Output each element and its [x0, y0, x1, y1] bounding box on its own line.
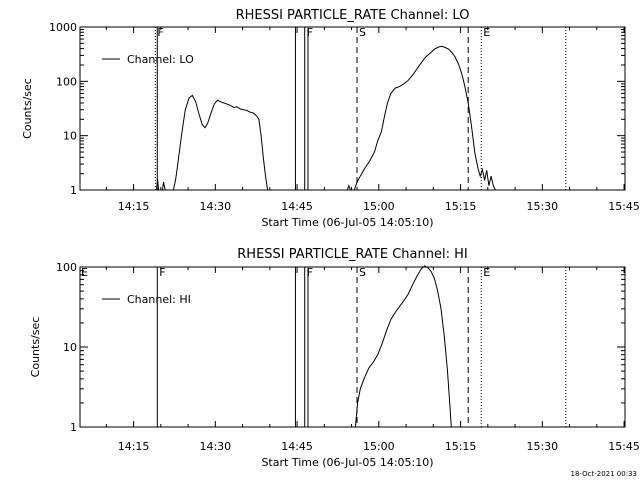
- x-tick-label: 15:30: [526, 440, 558, 453]
- x-tick-label: 15:30: [526, 200, 558, 213]
- series-line: [346, 45, 496, 191]
- plot-frame: [79, 266, 626, 428]
- y-tick-label: 100: [56, 261, 77, 274]
- y-tick-label: 10: [63, 341, 77, 354]
- marker-label: F: [157, 26, 163, 39]
- x-tick-label: 14:30: [199, 440, 231, 453]
- y-tick-label: 1000: [49, 21, 77, 34]
- chart-title: RHESSI PARTICLE_RATE Channel: HI: [237, 247, 467, 262]
- marker-label: E: [483, 26, 490, 39]
- x-tick-label: 15:15: [445, 200, 477, 213]
- x-tick-label: 15:15: [445, 440, 477, 453]
- y-tick-label: 100: [56, 75, 77, 88]
- y-tick-label: 1: [70, 421, 77, 434]
- marker-label: S: [359, 26, 366, 39]
- x-tick-label: 14:45: [281, 440, 313, 453]
- y-axis-label: Counts/sec: [21, 78, 34, 139]
- legend-label: Channel: LO: [127, 53, 194, 66]
- footer-timestamp: 18-Oct-2021 00:33: [571, 470, 637, 478]
- x-tick-label: 15:00: [363, 440, 395, 453]
- marker-label: E: [81, 266, 88, 279]
- marker-label: F: [307, 266, 313, 279]
- marker-label: F: [159, 266, 165, 279]
- y-tick-label: 1: [70, 184, 77, 197]
- x-tick-label: 14:15: [118, 440, 150, 453]
- x-tick-label: 15:00: [363, 200, 395, 213]
- series-line: [354, 265, 452, 428]
- hi-channel-panel: RHESSI PARTICLE_RATE Channel: HI Counts/s…: [29, 247, 640, 469]
- y-axis-label: Counts/sec: [29, 317, 42, 378]
- x-tick-label: 14:15: [118, 200, 150, 213]
- series-line: [156, 94, 269, 191]
- legend-label: Channel: HI: [127, 293, 191, 306]
- marker-label: E: [483, 266, 490, 279]
- marker-label: F: [307, 26, 313, 39]
- x-axis-label: Start Time (06-Jul-05 14:05:10): [261, 216, 433, 229]
- plot-frame: [79, 26, 626, 191]
- chart-title: RHESSI PARTICLE_RATE Channel: LO: [236, 8, 470, 23]
- x-tick-label: 15:45: [608, 200, 640, 213]
- x-tick-label: 14:45: [281, 200, 313, 213]
- lo-channel-panel: RHESSI PARTICLE_RATE Channel: LO Counts/s…: [21, 8, 640, 229]
- y-tick-label: 10: [63, 130, 77, 143]
- x-axis-label: Start Time (06-Jul-05 14:05:10): [261, 456, 433, 469]
- x-tick-label: 14:30: [199, 200, 231, 213]
- marker-label: S: [359, 266, 366, 279]
- x-tick-label: 15:45: [608, 440, 640, 453]
